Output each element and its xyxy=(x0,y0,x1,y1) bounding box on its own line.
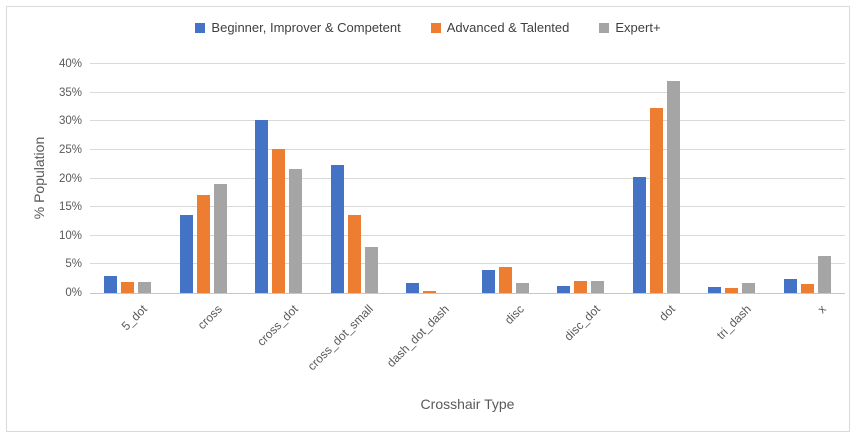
legend-item: Advanced & Talented xyxy=(430,20,570,35)
gridline xyxy=(90,177,845,179)
y-tick-label: 35% xyxy=(58,86,82,99)
x-axis-title: Crosshair Type xyxy=(420,396,515,412)
legend-swatch-icon xyxy=(195,22,206,33)
y-tick-label: 40% xyxy=(58,58,82,70)
bar xyxy=(498,267,512,293)
y-tick-label: 20% xyxy=(58,172,82,185)
bar xyxy=(272,148,286,293)
bar xyxy=(481,270,495,293)
bar xyxy=(742,283,756,293)
y-tick-label: 5% xyxy=(65,258,82,271)
bar xyxy=(515,283,529,293)
y-tick-label: 30% xyxy=(58,115,82,128)
gridline xyxy=(90,148,845,150)
bar xyxy=(347,214,361,293)
plot-area: 0% 5% 10% 15% 20% 25% 30% 35% 40% 5_dot cross cross… xyxy=(59,58,845,373)
bar xyxy=(783,278,797,293)
bar xyxy=(666,81,680,293)
y-tick-label: 25% xyxy=(58,143,82,156)
bar xyxy=(121,281,135,293)
gridline xyxy=(90,234,845,236)
bar xyxy=(800,284,814,293)
legend-item: Expert+ xyxy=(599,20,661,35)
bar xyxy=(574,281,588,293)
bar xyxy=(255,120,269,293)
gridline xyxy=(90,206,845,208)
legend-item: Beginner, Improver & Competent xyxy=(195,20,401,35)
bar xyxy=(725,287,739,293)
legend-label: Beginner, Improver & Competent xyxy=(211,20,401,35)
bar xyxy=(591,281,605,293)
bar xyxy=(557,285,571,293)
y-tick-label: 10% xyxy=(58,229,82,242)
bar xyxy=(213,183,227,293)
legend-label: Expert+ xyxy=(615,20,661,35)
legend-swatch-icon xyxy=(599,22,610,33)
bar xyxy=(817,255,831,293)
gridline xyxy=(90,91,845,93)
chart-border xyxy=(6,6,850,432)
bar xyxy=(364,247,378,293)
legend-swatch-icon xyxy=(430,22,441,33)
legend: Beginner, Improver & Competent Advanced &… xyxy=(0,20,856,35)
bar xyxy=(423,290,437,293)
bar xyxy=(104,275,118,293)
bar xyxy=(196,194,210,293)
bar xyxy=(632,177,646,293)
bar xyxy=(289,168,303,293)
bar xyxy=(406,283,420,293)
bar xyxy=(708,287,722,293)
bar xyxy=(138,281,152,293)
bar xyxy=(330,165,344,293)
gridline xyxy=(90,63,845,64)
y-tick-label: 0% xyxy=(65,287,82,299)
bar xyxy=(649,107,663,293)
bar xyxy=(179,214,193,293)
gridline xyxy=(90,120,845,122)
gridline xyxy=(90,263,845,265)
legend-label: Advanced & Talented xyxy=(446,20,570,35)
y-tick-label: 15% xyxy=(58,201,82,214)
